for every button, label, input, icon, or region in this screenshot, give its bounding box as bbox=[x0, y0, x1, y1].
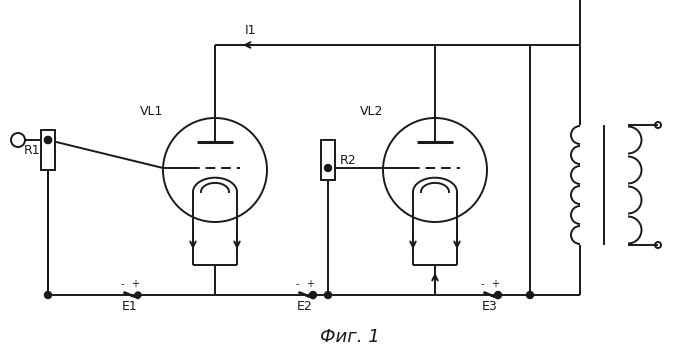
Circle shape bbox=[45, 291, 52, 299]
Circle shape bbox=[45, 137, 52, 143]
Circle shape bbox=[494, 291, 501, 299]
Text: +: + bbox=[306, 279, 314, 289]
Text: -: - bbox=[120, 279, 124, 289]
Text: R2: R2 bbox=[340, 153, 356, 166]
Text: E3: E3 bbox=[482, 300, 498, 313]
Text: R1: R1 bbox=[23, 143, 40, 157]
Circle shape bbox=[135, 292, 141, 298]
Text: E1: E1 bbox=[122, 300, 138, 313]
Bar bbox=[41, 130, 55, 170]
Text: -: - bbox=[295, 279, 299, 289]
Text: E2: E2 bbox=[297, 300, 313, 313]
Circle shape bbox=[309, 291, 316, 299]
Circle shape bbox=[310, 292, 316, 298]
Text: +: + bbox=[131, 279, 139, 289]
Text: -: - bbox=[480, 279, 484, 289]
Circle shape bbox=[495, 292, 501, 298]
Circle shape bbox=[526, 291, 533, 299]
Circle shape bbox=[45, 137, 52, 143]
Bar bbox=[321, 140, 335, 180]
Text: +: + bbox=[491, 279, 499, 289]
Text: VL2: VL2 bbox=[360, 105, 384, 118]
Circle shape bbox=[325, 164, 332, 171]
Circle shape bbox=[325, 291, 332, 299]
Text: VL1: VL1 bbox=[140, 105, 163, 118]
Text: I1: I1 bbox=[244, 24, 256, 37]
Text: Фиг. 1: Фиг. 1 bbox=[320, 328, 380, 346]
